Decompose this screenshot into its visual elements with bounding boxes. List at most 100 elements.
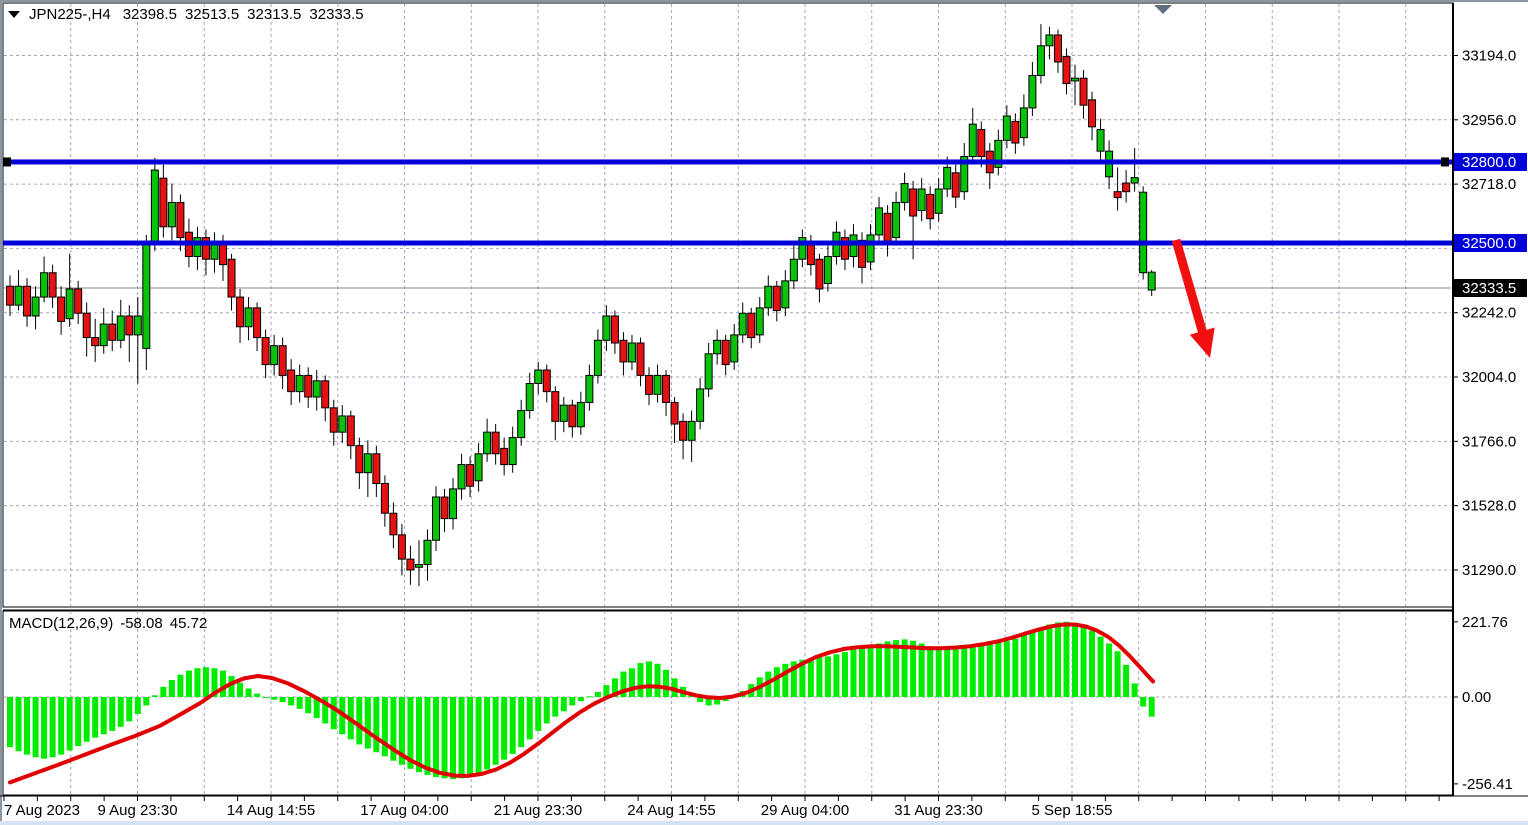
down-arrow-head[interactable]	[1189, 327, 1215, 359]
candle-bearish	[909, 188, 918, 217]
candle-bullish	[449, 488, 458, 520]
level-line-handle-right[interactable]	[1441, 157, 1449, 167]
candle-bullish	[14, 285, 23, 306]
down-arrow-shaft[interactable]	[1171, 238, 1209, 339]
macd-bar	[867, 645, 874, 697]
candle-bullish	[31, 296, 40, 317]
macd-signal-line[interactable]	[8, 622, 1155, 785]
current-price-box	[1454, 279, 1527, 298]
time-axis-label: 17 Aug 04:00	[360, 802, 449, 819]
candle-bullish	[687, 420, 696, 441]
time-axis-label: 21 Aug 23:30	[493, 802, 583, 819]
candle-bearish	[491, 431, 500, 455]
candle-bearish	[670, 401, 679, 425]
level-line-handle-left[interactable]	[3, 157, 11, 167]
candle-bearish	[287, 369, 296, 393]
candle-bearish	[1079, 77, 1088, 106]
candle-bullish	[730, 334, 739, 363]
candle-bullish	[1130, 177, 1139, 184]
level-price-box-label: 32800.0	[1462, 154, 1516, 171]
candle-bullish	[875, 207, 884, 236]
candles-layer[interactable]	[6, 24, 1156, 587]
candle-bearish	[6, 285, 14, 306]
candle-bearish	[883, 212, 892, 244]
macd-bar	[1080, 625, 1087, 697]
candle-bullish	[1045, 34, 1054, 47]
candle-bullish	[457, 464, 466, 490]
macd-bar	[49, 697, 56, 758]
macd-bar	[637, 663, 644, 697]
candle-bullish	[150, 169, 159, 244]
macd-bar	[884, 641, 891, 697]
candle-bullish	[525, 383, 534, 412]
candle-bullish	[1096, 129, 1105, 152]
macd-bar	[126, 697, 133, 722]
candle-bearish	[278, 345, 287, 376]
horizontal-level-line[interactable]	[3, 159, 1452, 165]
high-value: 32513.5	[184, 6, 240, 23]
macd-bar	[1037, 627, 1044, 697]
candle-bullish	[866, 234, 875, 263]
candle-bullish	[1028, 74, 1037, 109]
candle-bearish	[926, 193, 935, 220]
candle-bearish	[406, 558, 415, 571]
macd-bar	[194, 668, 201, 697]
candle-bullish	[576, 401, 585, 428]
macd-bar	[237, 682, 244, 697]
candle-bearish	[679, 420, 688, 441]
candle-bearish	[372, 453, 381, 484]
time-axis-label: 9 Aug 23:30	[97, 802, 178, 819]
candle-bullish	[602, 315, 611, 341]
candle-bearish	[977, 129, 986, 158]
candle-bearish	[389, 512, 398, 536]
candle-bearish	[772, 285, 781, 312]
macd-bar	[807, 658, 814, 697]
macd-bar	[433, 697, 439, 777]
chart-shift-marker-icon[interactable]	[1154, 5, 1172, 14]
macd-histogram-layer[interactable]	[7, 621, 1155, 779]
candle-bullish	[338, 415, 347, 433]
candle-bullish	[900, 183, 909, 203]
candle-bearish	[159, 177, 168, 228]
macd-bar	[364, 697, 371, 749]
candle-bullish	[789, 258, 798, 282]
symbol-menu-icon[interactable]	[8, 11, 20, 18]
horizontal-level-line[interactable]	[3, 240, 1452, 246]
level-price-box-label: 32500.0	[1462, 235, 1516, 252]
candle-bearish	[840, 237, 849, 260]
candle-bearish	[82, 312, 91, 339]
macd-bar	[313, 697, 320, 719]
candle-bullish	[1036, 45, 1045, 76]
candle-bullish	[968, 123, 977, 158]
candle-bearish	[125, 315, 134, 336]
candle-bullish	[934, 188, 943, 214]
macd-bar	[305, 697, 312, 714]
time-axis-label: 14 Aug 14:55	[226, 802, 316, 819]
macd-bar	[969, 647, 976, 697]
macd-bar	[611, 678, 618, 697]
candle-bullish	[585, 374, 594, 403]
macd-main-value: -58.08	[120, 615, 163, 632]
candle-bullish	[270, 345, 279, 366]
chart-title-bar: JPN225-,H4 32398.5 32513.5 32313.5 32333…	[8, 6, 372, 23]
macd-bar	[782, 663, 789, 697]
macd-bar	[32, 697, 39, 758]
macd-bar	[833, 654, 840, 697]
macd-bar	[381, 697, 388, 757]
candle-bullish	[40, 272, 49, 298]
macd-bar	[356, 697, 363, 745]
macd-bar	[628, 668, 635, 697]
candle-bullish	[1139, 191, 1148, 274]
macd-bar	[816, 657, 823, 697]
vertical-gridlines	[70, 4, 1407, 794]
candle-bearish	[1053, 34, 1062, 63]
price-axis-label: 31766.0	[1462, 433, 1516, 450]
candle-bearish	[346, 415, 355, 447]
candle-bearish	[23, 285, 32, 317]
macd-bar	[7, 697, 13, 748]
candle-bullish	[363, 453, 372, 474]
candle-bullish	[627, 342, 636, 363]
candle-bullish	[65, 288, 74, 320]
macd-bar	[1140, 697, 1147, 707]
